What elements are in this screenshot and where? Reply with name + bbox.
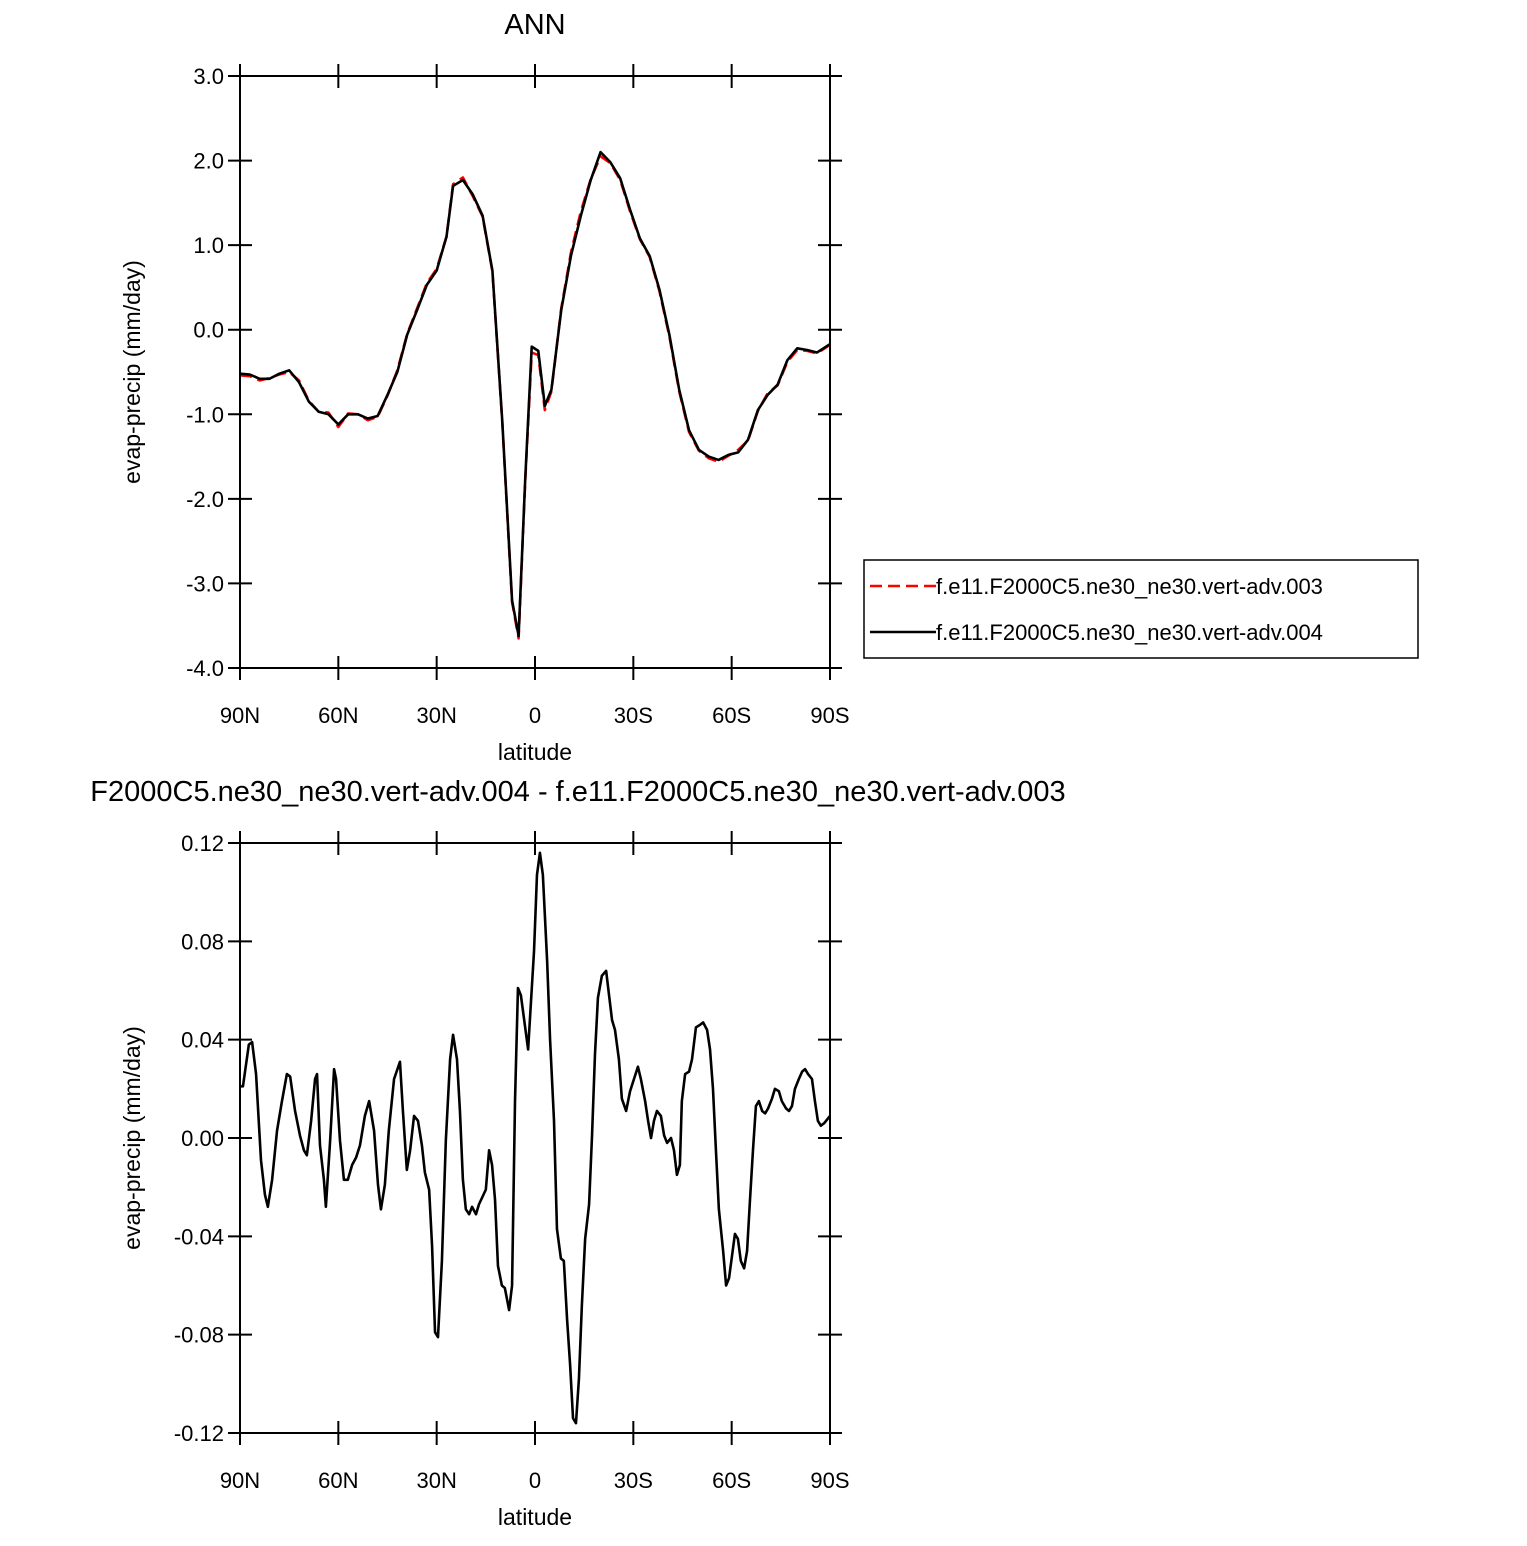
y-tick-label: 2.0: [193, 149, 224, 174]
plot-frame: [239, 75, 831, 669]
y-tick-label: -0.12: [174, 1421, 224, 1446]
x-tick-label: 60S: [712, 703, 751, 728]
y-tick-label: 1.0: [193, 233, 224, 258]
x-tick-label: 60N: [318, 703, 358, 728]
x-tick-label: 90N: [220, 1468, 260, 1493]
chart-title: F2000C5.ne30_ne30.vert-adv.004 - f.e11.F…: [90, 776, 1065, 808]
x-tick-label: 90S: [810, 703, 849, 728]
chart-title: ANN: [504, 9, 565, 41]
x-tick-label: 30N: [416, 703, 456, 728]
x-axis-label: latitude: [498, 1504, 572, 1530]
y-tick-label: -3.0: [186, 571, 224, 596]
y-tick-label: -1.0: [186, 402, 224, 427]
y-tick-label: -0.04: [174, 1224, 224, 1249]
x-axis-label: latitude: [498, 739, 572, 765]
y-tick-label: 0.0: [193, 318, 224, 343]
x-tick-label: 60N: [318, 1468, 358, 1493]
y-tick-label: -2.0: [186, 487, 224, 512]
x-tick-label: 90N: [220, 703, 260, 728]
x-tick-label: 0: [529, 703, 541, 728]
series-line: [239, 150, 831, 638]
legend-box: [863, 559, 1419, 659]
y-axis-label: evap-precip (mm/day): [119, 260, 145, 484]
x-tick-label: 0: [529, 1468, 541, 1493]
series-line: [239, 155, 831, 640]
y-tick-label: 0.12: [181, 831, 224, 856]
y-tick-label: -0.08: [174, 1323, 224, 1348]
y-tick-label: 0.04: [181, 1028, 224, 1053]
legend-label: f.e11.F2000C5.ne30_ne30.vert-adv.003: [936, 574, 1323, 599]
plot-frame: [239, 842, 831, 1434]
x-tick-label: 60S: [712, 1468, 751, 1493]
legend-label: f.e11.F2000C5.ne30_ne30.vert-adv.004: [936, 620, 1323, 645]
x-tick-label: 30S: [614, 703, 653, 728]
x-tick-label: 30N: [416, 1468, 456, 1493]
y-tick-label: 0.08: [181, 929, 224, 954]
series-line: [240, 851, 832, 1425]
x-tick-label: 90S: [810, 1468, 849, 1493]
y-tick-label: -4.0: [186, 656, 224, 681]
y-axis-label: evap-precip (mm/day): [119, 1026, 145, 1250]
y-tick-label: 3.0: [193, 64, 224, 89]
x-tick-label: 30S: [614, 1468, 653, 1493]
y-tick-label: 0.00: [181, 1126, 224, 1151]
